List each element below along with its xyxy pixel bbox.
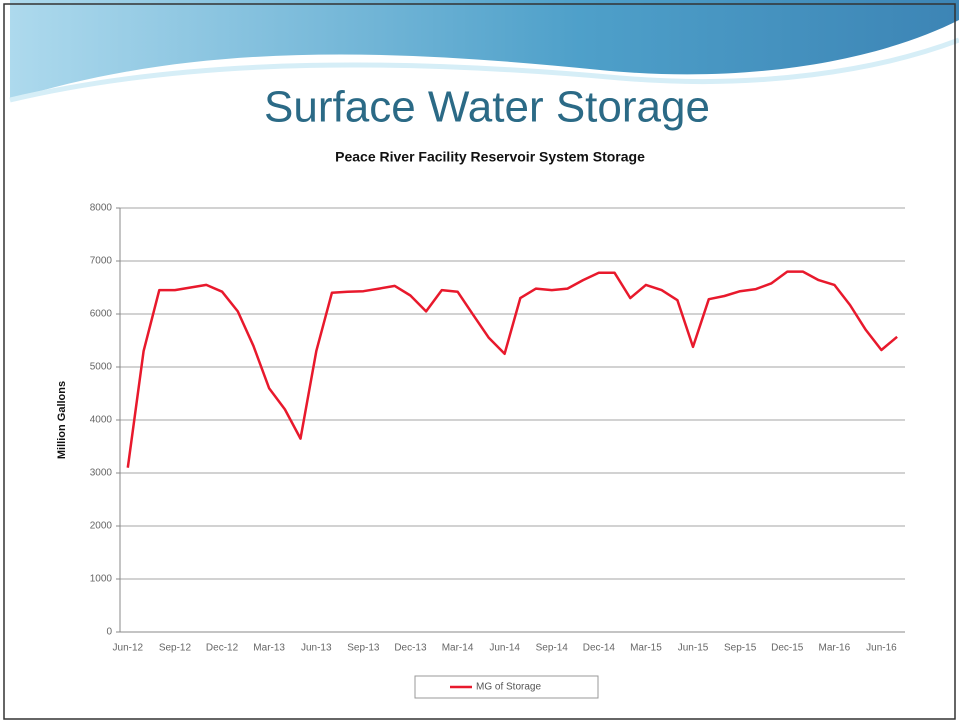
x-tick-label: Mar-13: [253, 643, 285, 654]
y-tick-label: 0: [106, 627, 112, 638]
y-tick-label: 1000: [90, 574, 113, 585]
x-tick-label: Mar-16: [819, 643, 851, 654]
y-axis-label: Million Gallons: [56, 381, 68, 459]
x-tick-label: Jun-16: [866, 643, 897, 654]
x-tick-label: Jun-12: [113, 643, 144, 654]
y-tick-label: 6000: [90, 309, 113, 320]
y-tick-label: 3000: [90, 468, 113, 479]
x-tick-label: Dec-14: [583, 643, 616, 654]
x-tick-label: Sep-14: [536, 643, 569, 654]
chart-title: Peace River Facility Reservoir System St…: [335, 149, 645, 165]
y-tick-label: 2000: [90, 521, 113, 532]
x-tick-label: Dec-12: [206, 643, 239, 654]
x-tick-label: Mar-15: [630, 643, 662, 654]
x-tick-label: Sep-13: [347, 643, 380, 654]
slide-title: Surface Water Storage: [264, 83, 710, 132]
x-tick-label: Sep-15: [724, 643, 757, 654]
x-tick-label: Jun-14: [489, 643, 520, 654]
x-tick-label: Jun-15: [678, 643, 709, 654]
legend-label: MG of Storage: [476, 682, 541, 693]
x-tick-label: Sep-12: [159, 643, 192, 654]
slide: Surface Water Storage Peace River Facili…: [0, 0, 959, 723]
x-tick-label: Dec-15: [771, 643, 804, 654]
y-tick-label: 4000: [90, 415, 113, 426]
y-tick-label: 5000: [90, 362, 113, 373]
y-tick-label: 7000: [90, 256, 113, 267]
x-tick-label: Jun-13: [301, 643, 332, 654]
y-tick-label: 8000: [90, 203, 113, 214]
x-tick-label: Mar-14: [442, 643, 474, 654]
x-tick-label: Dec-13: [394, 643, 427, 654]
